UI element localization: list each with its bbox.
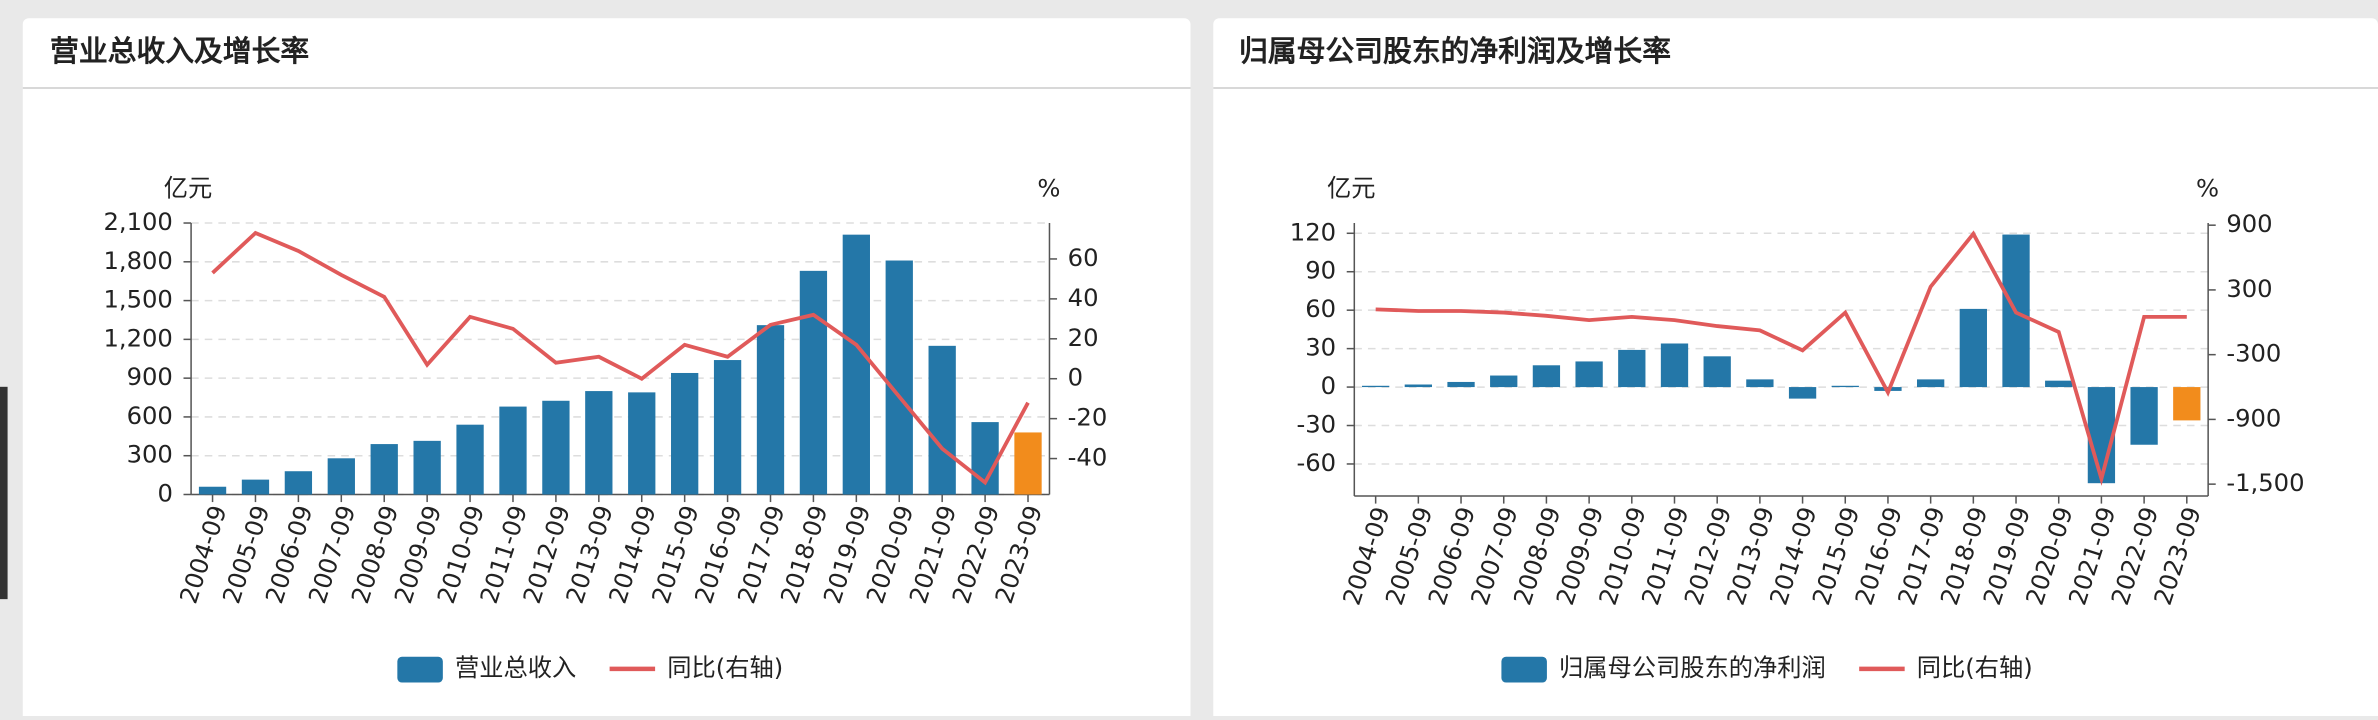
bar (1447, 381, 1475, 388)
y2-tick-label: 300 (2226, 274, 2272, 303)
y-tick-label: 120 (1290, 217, 1336, 246)
y-tick-label: 60 (1305, 294, 1336, 323)
bar (542, 400, 570, 495)
y-axis-title: 亿元 (164, 174, 213, 203)
bar (1788, 387, 1817, 399)
y-tick-label: 1,200 (103, 323, 172, 352)
y-tick-label: 1,800 (103, 246, 172, 275)
bar (842, 234, 870, 495)
bar (1404, 384, 1432, 388)
bar (1660, 343, 1689, 388)
bar (456, 424, 484, 495)
bar (370, 444, 398, 495)
bar (1916, 379, 1945, 388)
bar (671, 372, 699, 495)
panel-title: 归属母公司股东的净利润及增长率 (1239, 34, 1671, 68)
bar (198, 486, 227, 495)
panel-title: 营业总收入及增长率 (50, 34, 309, 68)
bar (1618, 349, 1646, 388)
panel (1213, 18, 2378, 720)
y-tick-label: 2,100 (103, 207, 172, 236)
y-tick-label: 0 (1321, 371, 1336, 400)
bar (885, 260, 913, 495)
legend-label: 归属母公司股东的净利润 (1559, 653, 1826, 682)
legend-label: 营业总收入 (455, 653, 576, 682)
bar (241, 479, 270, 495)
legend-swatch (1501, 656, 1547, 683)
bar (928, 345, 956, 495)
legend-swatch (397, 656, 443, 683)
line (211, 230, 1030, 486)
bar (327, 458, 355, 495)
bar (756, 325, 785, 495)
bar (2173, 387, 2201, 421)
y-tick-label: 900 (127, 362, 173, 391)
bar (413, 440, 441, 495)
bar (2130, 387, 2158, 445)
y2-axis-title: % (2196, 174, 2219, 203)
y2-tick-label: -900 (2226, 403, 2281, 432)
y2-tick-label: 40 (1068, 283, 1099, 312)
bar (1362, 385, 1390, 388)
bar (1490, 375, 1518, 388)
y-tick-label: 600 (127, 401, 173, 430)
y2-tick-label: 0 (1068, 363, 1083, 392)
bar (628, 392, 656, 495)
bar (1532, 365, 1561, 388)
y-tick-label: 90 (1305, 256, 1336, 285)
y2-tick-label: 20 (1068, 323, 1099, 352)
y-tick-label: 0 (157, 478, 172, 507)
bar (1959, 308, 1987, 388)
y2-tick-label: -300 (2226, 339, 2281, 368)
panel (22, 18, 1191, 720)
legend-label: 同比(右轴) (1917, 653, 2033, 682)
bar (1831, 385, 1859, 388)
y-axis-title: 亿元 (1327, 174, 1376, 203)
y2-tick-label: -1,500 (2226, 468, 2304, 497)
bar (1703, 356, 1731, 388)
y2-tick-label: 900 (2226, 209, 2272, 238)
line (1375, 230, 2187, 486)
y-tick-label: -30 (1296, 410, 1336, 439)
legend-label: 同比(右轴) (667, 653, 783, 682)
bar (1746, 379, 1774, 388)
bar (2045, 380, 2073, 388)
bar (1575, 361, 1603, 388)
y-tick-label: 300 (127, 440, 173, 469)
bar (799, 270, 828, 495)
bar (1014, 432, 1042, 495)
y2-tick-label: 60 (1068, 243, 1099, 272)
y-tick-label: 1,500 (103, 285, 172, 314)
bar (713, 360, 742, 495)
bar (499, 406, 527, 495)
y2-tick-label: -40 (1068, 443, 1108, 472)
y2-axis-title: % (1037, 174, 1060, 203)
bar (2087, 387, 2116, 484)
y-tick-label: 30 (1305, 333, 1336, 362)
bar (284, 471, 313, 495)
bar (585, 391, 613, 495)
y-tick-label: -60 (1296, 448, 1336, 477)
side-handle (0, 386, 8, 600)
y2-tick-label: -20 (1068, 403, 1108, 432)
